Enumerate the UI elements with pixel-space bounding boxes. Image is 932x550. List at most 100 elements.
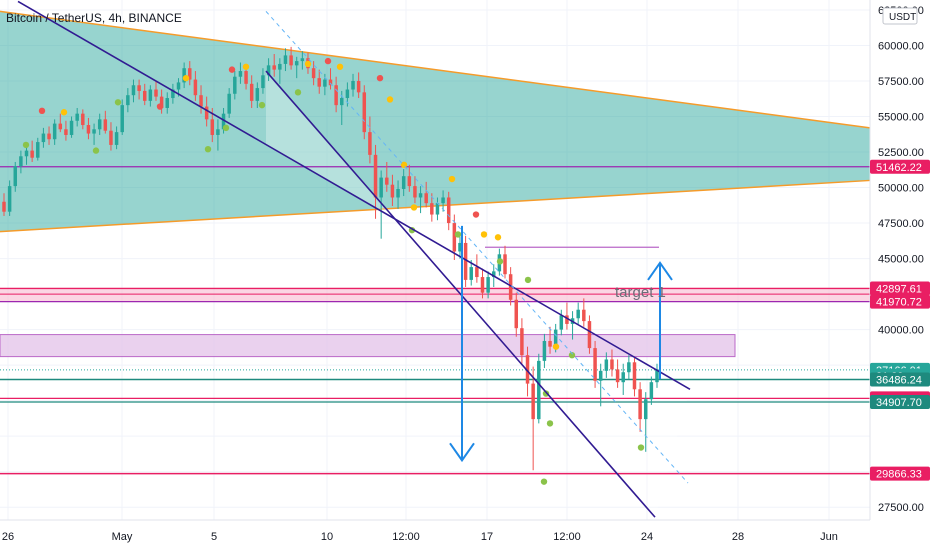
candle [351,73,355,97]
currency-badge[interactable]: USDT [882,7,918,25]
candle-body [75,113,79,121]
candle-body [176,82,181,90]
candle-body [294,61,299,66]
candle-body [345,89,350,99]
chart-title: Bitcoin / TetherUS, 4h, BINANCE [6,11,182,25]
candle [334,76,338,113]
candle [58,113,63,133]
candle-body [553,329,558,347]
pink-zone-band [0,288,870,302]
candle-body [435,203,440,215]
candle-body [47,133,51,140]
candle-body [531,383,535,420]
candle [171,83,175,104]
candle [548,326,552,354]
candle [542,333,547,368]
candle-body [514,299,519,329]
candle [47,126,51,145]
candle-body [7,186,12,212]
candle [199,85,203,114]
price-tag-box [870,294,930,309]
candle-body [486,277,490,293]
candle [480,268,485,299]
candle-body [13,166,18,187]
price-tag-5[interactable]: 36486.24 [870,372,930,387]
price-tag-label: 51462.22 [876,162,922,174]
candle-body [210,119,215,135]
candle [469,260,473,286]
candle-body [576,309,580,319]
candle [598,363,603,407]
candle [64,120,68,141]
y-tick-label-8: 47500.00 [878,218,924,230]
price-tag-box [870,159,930,174]
candle [418,186,423,214]
candle-body [317,78,321,87]
candle-body [565,315,569,324]
candle [311,61,316,86]
candle-body [283,55,288,64]
candle-body [475,267,479,278]
candle [193,71,198,101]
candle [576,302,580,324]
price-tag-8[interactable]: 29866.33 [870,466,930,481]
candle-body [249,83,254,101]
y-tick-label-0: 27500.00 [878,502,924,514]
candle [627,355,631,380]
candle [475,254,479,283]
signal-dot-16 [376,74,384,82]
triangle-lower-line [0,179,871,233]
candle-body [610,359,614,370]
candle-body [424,193,428,204]
candle-body [503,254,507,275]
x-tick-label-2: 5 [211,531,217,543]
candle-body [131,85,136,96]
candle [41,127,46,148]
price-tag-2[interactable]: 41970.72 [870,294,930,309]
candle [216,119,220,151]
price-tag-1[interactable]: 42897.61 [870,281,930,296]
channel-mid-line [265,11,689,484]
x-tick-label-9: Jun [820,531,838,543]
candle [188,61,192,86]
candle-body [593,348,597,381]
candle [407,164,412,192]
candle [565,302,569,330]
x-tick-label-6: 12:00 [553,531,581,543]
price-tag-0[interactable]: 51462.22 [870,159,930,174]
candle-body [120,105,124,133]
candle [638,382,642,432]
candle [24,144,29,165]
signal-dot-27 [524,276,532,284]
candle-body [328,79,333,86]
candle-body [2,201,6,212]
candle-body [446,197,451,224]
candle [249,75,254,108]
candle-body [604,359,609,371]
candle [441,190,445,212]
candle [36,137,40,161]
triangle-upper-line [0,10,871,129]
candle-body [216,129,220,135]
candle-body [109,130,113,145]
candle [379,170,383,239]
price-tag-label: 36486.24 [876,375,922,387]
candle [446,191,451,231]
candle [109,122,113,151]
signal-dot-13 [304,60,312,68]
candle [69,116,74,138]
candle-body [300,58,305,62]
y-tick-label-10: 52500.00 [878,147,924,159]
candle-body [385,177,389,185]
signal-dot-17 [386,96,394,103]
signal-dot-31 [540,478,548,485]
y-tick-label-11: 55000.00 [878,112,924,124]
price-tag-label: 41970.72 [876,297,922,309]
candle-body [638,389,642,420]
price-tag-7[interactable]: 34907.70 [870,394,930,409]
candle-body [452,223,457,252]
currency-badge-label: USDT [889,12,916,23]
candle-body [542,340,547,361]
